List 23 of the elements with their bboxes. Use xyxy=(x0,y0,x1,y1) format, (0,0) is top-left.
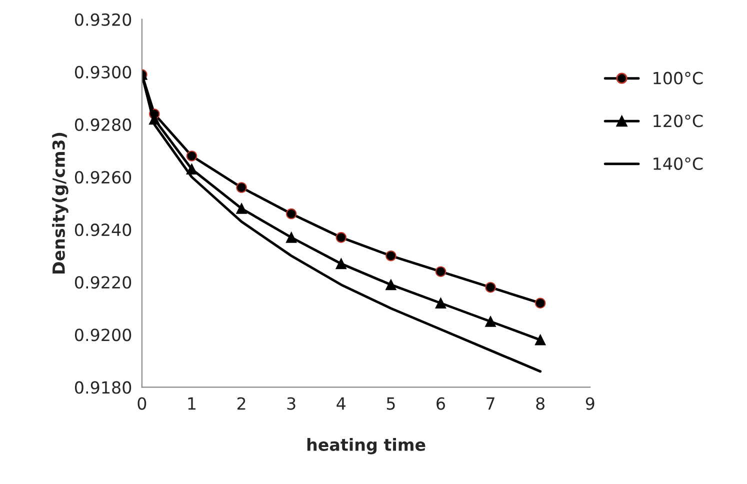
y-tick-label: 0.9220 xyxy=(74,276,132,289)
y-tick-label: 0.9240 xyxy=(74,224,132,236)
y-tick-label: 0.9260 xyxy=(74,170,132,184)
y-tick-label: 0.9280 xyxy=(74,118,132,132)
y-tick-label: 0.9320 xyxy=(74,13,132,26)
x-tick-label: 1 xyxy=(188,397,196,410)
x-tick-label: 5 xyxy=(386,397,395,410)
x-tick-label: 9 xyxy=(586,397,594,410)
y-axis-title: Density(g/cm3) xyxy=(52,132,68,274)
x-tick-label: 0 xyxy=(138,397,146,410)
y-tick-label: 0.9180 xyxy=(74,381,132,394)
x-tick-label: 3 xyxy=(287,397,296,410)
x-tick-label: 2 xyxy=(237,397,246,410)
legend-label: 120°C xyxy=(654,114,703,128)
x-tick-label: 6 xyxy=(436,397,445,410)
legend-label: 140°C xyxy=(654,157,703,170)
y-tick-label: 0.9300 xyxy=(74,66,132,78)
x-axis-title: heating time xyxy=(307,438,426,454)
x-tick-label: 7 xyxy=(486,397,494,410)
y-tick-label: 0.9200 xyxy=(74,328,132,342)
x-tick-label: 8 xyxy=(536,397,544,410)
x-tick-label: 4 xyxy=(336,397,346,410)
legend-label: 100°C xyxy=(654,72,703,84)
